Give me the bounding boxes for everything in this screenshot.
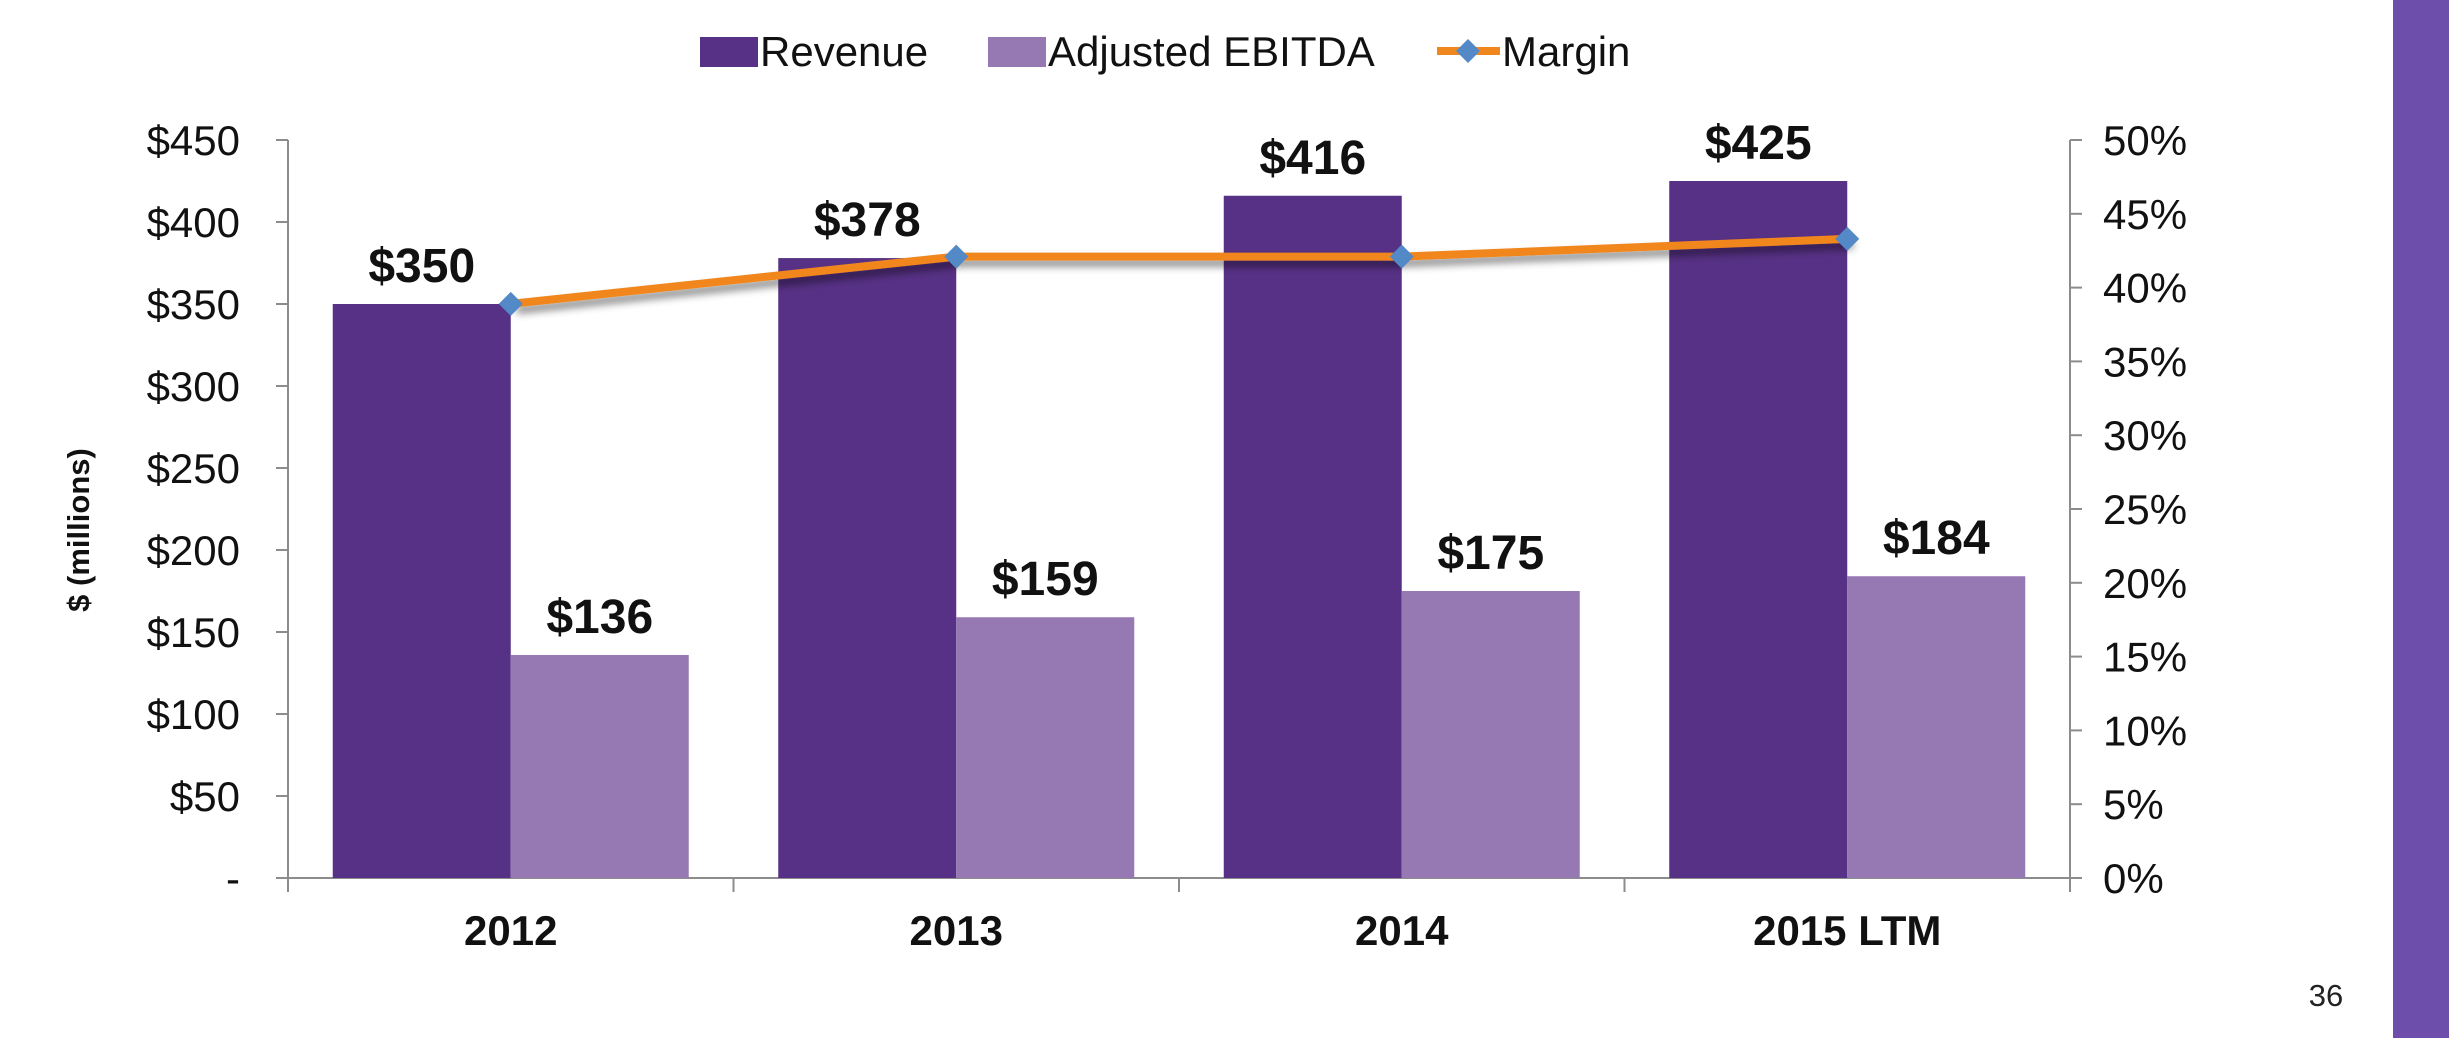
legend-swatch-margin-marker <box>1456 39 1480 63</box>
y2-tick-label: 35% <box>2103 338 2187 385</box>
revenue-bar <box>1223 195 1402 878</box>
revenue-bar <box>778 258 957 879</box>
y-tick-label: $200 <box>147 527 240 574</box>
revenue-data-label: $378 <box>814 194 921 247</box>
y2-tick-label: 15% <box>2103 634 2187 681</box>
y-tick-label: $300 <box>147 363 240 410</box>
ebitda-bar <box>1401 591 1580 878</box>
ebitda-data-label: $175 <box>1437 527 1544 580</box>
y2-tick-label: 50% <box>2103 117 2187 164</box>
y-tick-label: $450 <box>147 117 240 164</box>
legend-swatch-revenue <box>700 37 758 67</box>
y-tick-label: $50 <box>170 773 240 820</box>
y2-tick-label: 20% <box>2103 560 2187 607</box>
revenue-data-label: $425 <box>1705 117 1812 170</box>
x-category-label: 2013 <box>910 907 1003 954</box>
bars <box>332 181 2026 879</box>
ebitda-bar <box>1847 576 2026 878</box>
margin-series-line <box>510 234 1848 308</box>
ebitda-data-label: $184 <box>1883 512 1990 565</box>
margin-point-marker <box>1389 244 1414 269</box>
x-category-label: 2015 LTM <box>1753 907 1941 954</box>
y2-tick-label: 0% <box>2103 855 2164 902</box>
ebitda-data-label: $159 <box>992 553 1099 606</box>
y-tick-label: $400 <box>147 199 240 246</box>
side-accent-bar <box>2393 0 2449 1038</box>
axes: - $50 $100 $150 $200 $250 $300 $350 $400 $450 0% 5%… <box>61 117 2187 954</box>
legend-label-ebitda: Adjusted EBITDA <box>1048 28 1375 75</box>
y-tick-label: $350 <box>147 281 240 328</box>
margin-point-marker <box>944 244 969 269</box>
legend-swatch-ebitda <box>988 37 1046 67</box>
y-axis-title: $ (millions) <box>61 448 96 612</box>
revenue-data-label: $416 <box>1259 132 1366 185</box>
ebitda-bar <box>956 617 1135 878</box>
data-labels: $350 $136 $378 $159 $416 $175 $425 $184 <box>368 117 1990 644</box>
page-number: 36 <box>2308 978 2344 1013</box>
y2-tick-label: 30% <box>2103 412 2187 459</box>
y-tick-label: $150 <box>147 609 240 656</box>
x-category-label: 2014 <box>1355 907 1449 954</box>
y2-tick-label: 10% <box>2103 707 2187 754</box>
y-tick-label: $250 <box>147 445 240 492</box>
y2-tick-label: 25% <box>2103 486 2187 533</box>
y2-tick-label: 40% <box>2103 265 2187 312</box>
revenue-data-label: $350 <box>368 240 475 293</box>
revenue-bar <box>332 304 511 878</box>
margin-point-marker <box>498 291 523 316</box>
ebitda-bar <box>510 654 689 878</box>
y-tick-label: - <box>226 855 240 902</box>
y2-tick-label: 5% <box>2103 781 2164 828</box>
ebitda-data-label: $136 <box>546 591 653 644</box>
y-tick-label: $100 <box>147 691 240 738</box>
revenue-bar <box>1669 181 1848 878</box>
legend-label-margin: Margin <box>1502 28 1630 75</box>
x-category-label: 2012 <box>464 907 557 954</box>
legend-label-revenue: Revenue <box>760 28 928 75</box>
combo-chart: Revenue Adjusted EBITDA Margin - $50 $100 $15… <box>61 28 2187 954</box>
y2-tick-label: 45% <box>2103 191 2187 238</box>
margin-point-marker <box>1835 226 1860 251</box>
legend: Revenue Adjusted EBITDA Margin <box>700 28 1630 75</box>
margin-line <box>498 226 1860 316</box>
